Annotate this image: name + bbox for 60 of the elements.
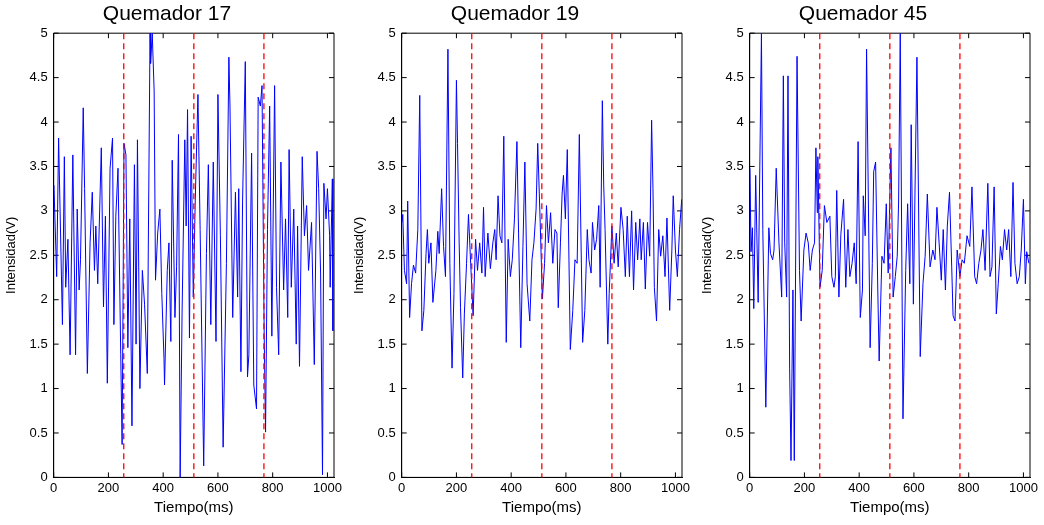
y-tick-label: 3 [736,202,744,218]
y-tick-label: 2 [388,291,396,307]
y-tick-label: 2.5 [725,246,744,262]
y-axis-title: Intensidad(V) [3,216,19,294]
y-tick-label: 3 [388,202,396,218]
x-tick-label: 1000 [312,479,342,495]
x-tick-label: 200 [97,479,120,495]
y-tick-label: 4.5 [377,69,396,85]
y-axis-title: Intensidad(V) [699,216,715,294]
y-tick-label: 3.5 [725,158,744,174]
x-tick-label: 800 [957,479,980,495]
x-tick-label: 400 [152,479,175,495]
y-tick-label: 4 [40,113,48,129]
y-tick-label: 2.5 [29,246,48,262]
x-tick-label: 1000 [1008,479,1038,495]
y-tick-label: 3.5 [29,158,48,174]
x-tick-label: 1000 [660,479,690,495]
y-tick-label: 4.5 [29,69,48,85]
x-tick-label: 400 [848,479,871,495]
x-axis-title: Tiempo(ms) [154,498,234,516]
x-tick-label: 0 [746,479,754,495]
x-tick-label: 600 [555,479,577,495]
y-tick-label: 5 [736,24,744,40]
y-tick-label: 1.5 [377,335,396,351]
x-axis-title: Tiempo(ms) [502,498,582,516]
y-tick-label: 0.5 [29,424,48,440]
y-tick-label: 0 [736,468,744,484]
chart-title: Quemador 19 [450,1,580,25]
y-tick-label: 4 [736,113,744,129]
x-tick-label: 600 [903,479,925,495]
x-tick-label: 400 [500,479,523,495]
y-tick-label: 2 [736,291,744,307]
x-axis-title: Tiempo(ms) [850,498,930,516]
chart-title: Quemador 17 [102,1,232,25]
x-tick-label: 0 [398,479,406,495]
y-tick-label: 3 [40,202,48,218]
x-tick-label: 200 [445,479,468,495]
x-tick-label: 600 [207,479,229,495]
y-tick-label: 0 [388,468,396,484]
y-tick-label: 0.5 [377,424,396,440]
y-tick-label: 5 [388,24,396,40]
y-tick-label: 0.5 [725,424,744,440]
y-tick-label: 4.5 [725,69,744,85]
x-tick-label: 200 [793,479,816,495]
x-tick-label: 800 [609,479,632,495]
y-tick-label: 2 [40,291,48,307]
y-tick-label: 1 [40,380,48,396]
y-tick-label: 5 [40,24,48,40]
y-tick-label: 1.5 [725,335,744,351]
y-tick-label: 2.5 [377,246,396,262]
y-tick-label: 1 [388,380,396,396]
y-tick-label: 1 [736,380,744,396]
chart-title: Quemador 45 [798,1,928,25]
y-tick-label: 1.5 [29,335,48,351]
y-tick-label: 0 [40,468,48,484]
y-axis-title: Intensidad(V) [351,216,367,294]
y-tick-label: 3.5 [377,158,396,174]
y-tick-label: 4 [388,113,396,129]
x-tick-label: 0 [50,479,58,495]
x-tick-label: 800 [261,479,284,495]
